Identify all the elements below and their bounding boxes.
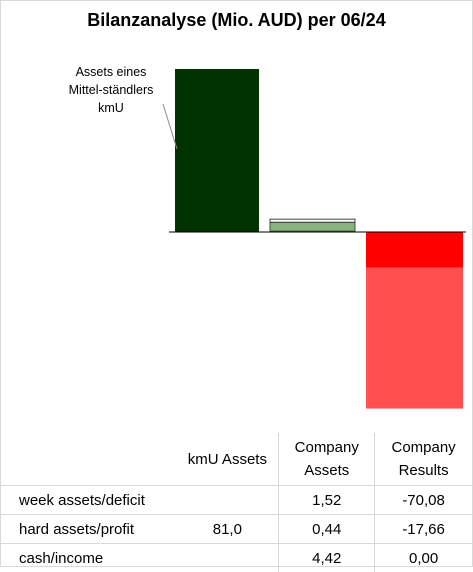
table-header-row: kmU Assets Company Assets Company Result…	[1, 433, 472, 486]
row-label: cash/income	[1, 544, 176, 572]
header-company-results: Company Results	[375, 433, 472, 486]
cell-company-results: -70,08	[375, 486, 472, 515]
cell-company-assets: 0,44	[279, 515, 375, 544]
header-company-assets: Company Assets	[279, 433, 375, 486]
cell-company-assets: 1,52	[279, 486, 375, 515]
row-label: hard assets/profit	[1, 515, 176, 544]
cell-kmu: 81,0	[176, 515, 278, 544]
kmu-annotation: Assets eines Mittel-ständlers kmU	[61, 63, 161, 117]
cell-kmu	[176, 486, 278, 515]
table-row: week assets/deficit 1,52 -70,08	[1, 486, 472, 515]
data-table: kmU Assets Company Assets Company Result…	[1, 433, 472, 572]
cell-company-results: -17,66	[375, 515, 472, 544]
cell-company-results: 0,00	[375, 544, 472, 572]
bar-company-results-profit	[366, 232, 463, 268]
bar-company-results-deficit	[366, 268, 463, 409]
bar-company-assets-week	[270, 219, 355, 222]
bars-group	[175, 69, 463, 409]
header-company-results-l1: Company	[391, 439, 455, 456]
cell-company-assets: 4,42	[279, 544, 375, 572]
header-company-results-l2: Results	[399, 462, 449, 479]
row-label: week assets/deficit	[1, 486, 176, 515]
cell-kmu	[176, 544, 278, 572]
bar-company-assets-cash	[270, 222, 355, 231]
bar-kmu-hard-assets	[175, 69, 259, 232]
table-row: hard assets/profit 81,0 0,44 -17,66	[1, 515, 472, 544]
annotation-leader-line	[163, 104, 177, 149]
header-empty	[1, 433, 176, 486]
header-kmu-assets: kmU Assets	[176, 433, 278, 486]
header-company-assets-l1: Company	[295, 439, 359, 456]
table-row: cash/income 4,42 0,00	[1, 544, 472, 572]
header-company-assets-l2: Assets	[304, 462, 349, 479]
